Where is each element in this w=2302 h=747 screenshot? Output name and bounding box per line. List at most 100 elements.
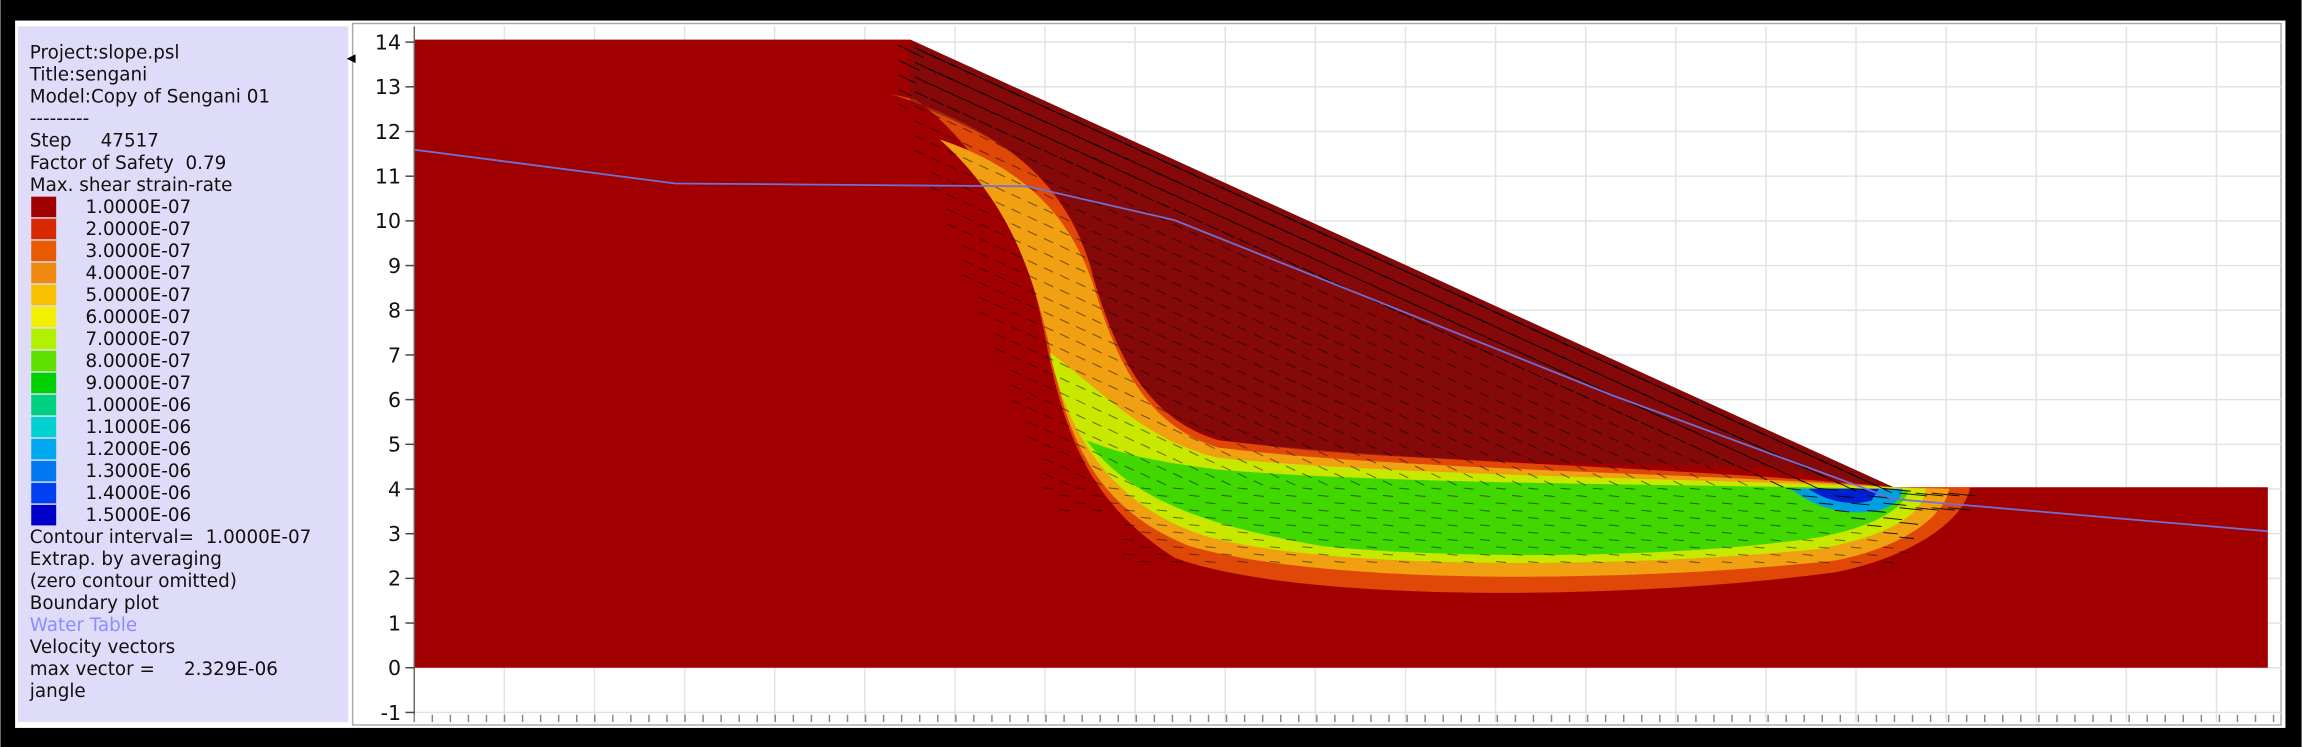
vector — [1108, 311, 1118, 317]
vector — [1673, 465, 1683, 472]
vector — [1156, 450, 1167, 457]
vector — [1463, 340, 1477, 349]
vector — [1108, 384, 1118, 391]
vector — [1350, 494, 1361, 497]
vector — [1156, 480, 1167, 486]
legend-swatch — [31, 196, 57, 218]
vector — [1205, 414, 1215, 420]
vector — [1124, 333, 1135, 339]
vector — [1479, 406, 1490, 413]
vector — [1108, 502, 1119, 505]
vector — [1092, 436, 1102, 442]
vector — [1705, 436, 1723, 446]
vector — [1689, 458, 1700, 464]
vector — [1624, 487, 1636, 490]
panel-line: jangle — [29, 681, 86, 702]
vector — [1124, 494, 1135, 497]
vector — [1140, 311, 1151, 317]
vector — [1011, 252, 1022, 258]
vector — [1382, 406, 1393, 413]
legend-label: 1.4000E-06 — [86, 483, 192, 504]
panel-line: max vector = 2.329E-06 — [30, 659, 278, 680]
vector — [1011, 208, 1022, 214]
y-tick-label: 4 — [388, 477, 401, 501]
vector — [1511, 421, 1522, 428]
vector — [1059, 171, 1070, 178]
vector — [1301, 472, 1312, 479]
vector — [1140, 384, 1151, 391]
vector — [1124, 186, 1138, 194]
vector — [1156, 289, 1167, 295]
vector — [1657, 443, 1667, 450]
vector — [1237, 355, 1248, 361]
vector — [1624, 429, 1635, 435]
vector — [1334, 296, 1344, 303]
vector — [914, 105, 925, 112]
vector — [1673, 553, 1684, 556]
vector — [1269, 340, 1280, 347]
vector — [1221, 377, 1231, 383]
vector — [1318, 553, 1329, 556]
vector — [930, 127, 941, 134]
vector — [1237, 531, 1248, 534]
vector — [1269, 502, 1281, 505]
vector — [1205, 560, 1216, 563]
vector — [1366, 531, 1378, 534]
vector — [1027, 436, 1038, 442]
vector — [1124, 171, 1142, 182]
vector — [946, 193, 957, 200]
vector — [995, 230, 1005, 236]
vector — [1092, 157, 1110, 167]
vector — [1737, 495, 1749, 498]
vector — [1269, 428, 1280, 435]
vector — [1253, 538, 1265, 541]
vector — [1027, 201, 1038, 207]
vector — [1269, 267, 1280, 273]
vector — [1011, 311, 1022, 317]
vector — [1269, 443, 1280, 449]
vector — [1770, 495, 1781, 498]
vector — [1156, 304, 1167, 310]
vector — [1156, 494, 1168, 497]
vector — [1447, 524, 1458, 527]
legend-swatch — [31, 328, 57, 350]
vector — [1608, 509, 1620, 512]
vector — [1689, 502, 1700, 505]
vector — [1285, 245, 1304, 255]
vector — [1414, 362, 1425, 369]
vector — [1237, 458, 1248, 464]
vector — [1059, 201, 1070, 207]
vector — [1302, 516, 1313, 519]
vector — [962, 201, 973, 207]
vector — [1511, 406, 1522, 413]
panel-line: Step 47517 — [30, 131, 159, 152]
vector — [1511, 377, 1522, 384]
vector — [1770, 509, 1781, 512]
vector — [1043, 193, 1054, 200]
vector — [995, 215, 1005, 222]
vector — [1156, 377, 1167, 383]
vector — [1673, 421, 1691, 431]
vector — [1237, 282, 1248, 288]
y-tick-label: 5 — [388, 433, 401, 457]
vector — [1156, 465, 1167, 471]
vector — [1415, 494, 1426, 497]
legend-label: 3.0000E-07 — [86, 241, 192, 262]
vector — [1011, 267, 1022, 273]
vector — [1253, 260, 1264, 266]
vector — [1075, 149, 1094, 159]
vector — [1318, 289, 1328, 295]
vector — [1511, 451, 1522, 457]
vector — [1059, 509, 1071, 512]
vector — [1753, 473, 1768, 481]
vector — [1511, 524, 1523, 527]
vector — [1657, 473, 1667, 479]
vector — [1721, 561, 1733, 564]
vector — [1027, 215, 1038, 222]
vector — [1414, 480, 1425, 486]
vector — [1382, 348, 1393, 354]
vector — [1560, 370, 1578, 380]
vector — [1285, 274, 1296, 281]
vector — [1253, 348, 1264, 354]
